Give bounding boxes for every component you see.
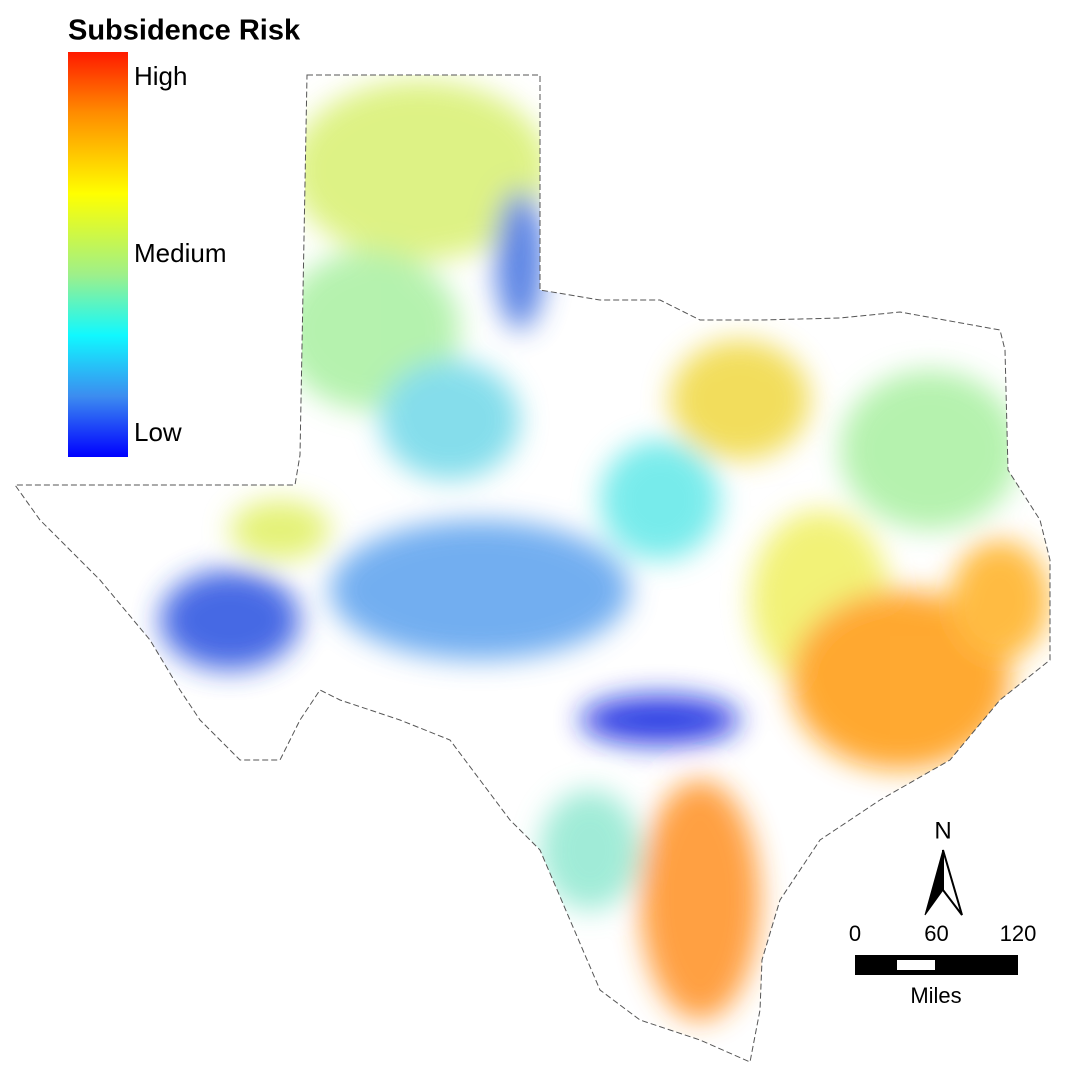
color-ramp: [68, 52, 128, 457]
north-arrow: N: [924, 817, 963, 916]
scale-unit: Miles: [910, 983, 961, 1008]
legend-label: Low: [134, 417, 182, 447]
risk-surface: [160, 80, 1050, 1020]
scale-bar: Miles 0 60 120: [849, 921, 1036, 1008]
north-label: N: [934, 817, 951, 844]
legend-label: Medium: [134, 238, 226, 268]
legend: Subsidence Risk High Medium Low: [68, 15, 301, 457]
scale-tick-label: 0: [849, 921, 861, 946]
scale-tick-label: 60: [924, 921, 948, 946]
scale-tick-label: 120: [1000, 921, 1037, 946]
legend-title: Subsidence Risk: [68, 15, 301, 47]
legend-label: High: [134, 61, 187, 91]
